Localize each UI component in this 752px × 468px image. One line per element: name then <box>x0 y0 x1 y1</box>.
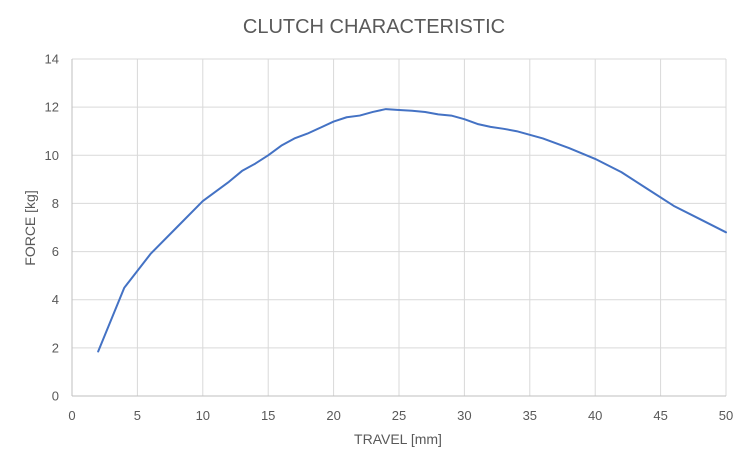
x-tick-label: 35 <box>523 408 537 423</box>
y-tick-label: 8 <box>52 196 59 211</box>
x-tick-label: 20 <box>326 408 340 423</box>
chart-title: CLUTCH CHARACTERISTIC <box>243 16 505 38</box>
x-tick-labels: 0 5 10 15 20 25 30 35 40 45 50 <box>68 408 733 423</box>
y-tick-label: 4 <box>52 292 59 307</box>
x-tick-label: 25 <box>392 408 406 423</box>
series-group <box>97 108 727 353</box>
y-tick-label: 10 <box>45 148 59 163</box>
x-tick-label: 15 <box>261 408 275 423</box>
x-tick-label: 50 <box>719 408 733 423</box>
x-tick-label: 10 <box>196 408 210 423</box>
series-line <box>97 108 727 353</box>
y-tick-label: 0 <box>52 389 59 404</box>
x-tick-label: 45 <box>653 408 667 423</box>
x-tick-label: 5 <box>134 408 141 423</box>
x-tick-label: 30 <box>457 408 471 423</box>
x-tick-label: 0 <box>68 408 75 423</box>
x-tick-label: 40 <box>588 408 602 423</box>
grid-lines <box>72 58 727 396</box>
y-tick-labels: 0 2 4 6 8 10 12 14 <box>45 52 59 404</box>
y-tick-label: 14 <box>45 52 59 67</box>
y-tick-label: 6 <box>52 244 59 259</box>
y-axis-label: FORCE [kg] <box>22 190 38 265</box>
y-tick-label: 2 <box>52 340 59 355</box>
x-axis-label: TRAVEL [mm] <box>354 431 442 447</box>
axes <box>71 59 726 397</box>
y-tick-label: 12 <box>45 100 59 115</box>
